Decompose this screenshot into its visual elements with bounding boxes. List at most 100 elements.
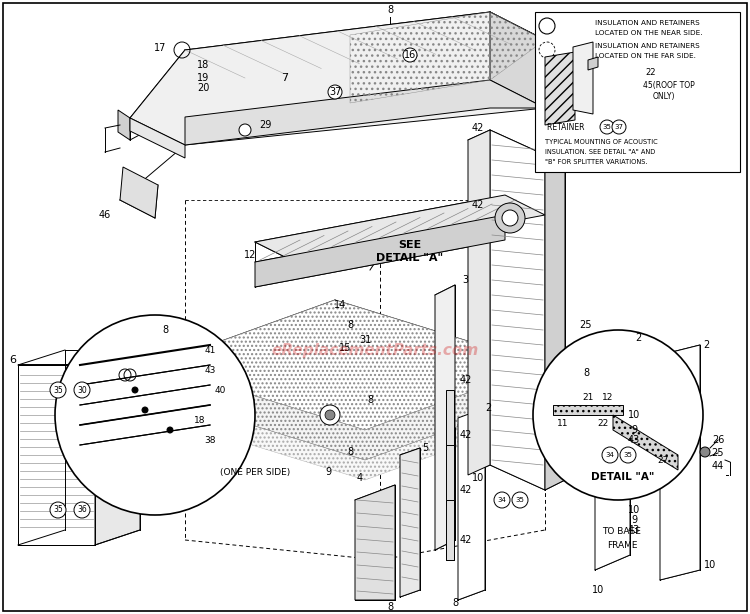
Circle shape bbox=[320, 405, 340, 425]
Text: 35: 35 bbox=[515, 497, 524, 503]
Text: 8: 8 bbox=[387, 5, 393, 15]
Circle shape bbox=[539, 18, 555, 34]
Polygon shape bbox=[490, 12, 545, 108]
Polygon shape bbox=[545, 52, 575, 125]
Circle shape bbox=[512, 492, 528, 508]
Polygon shape bbox=[400, 448, 420, 597]
Circle shape bbox=[50, 502, 66, 518]
Polygon shape bbox=[588, 57, 598, 70]
Circle shape bbox=[74, 382, 90, 398]
Text: FRAME: FRAME bbox=[607, 540, 638, 550]
FancyBboxPatch shape bbox=[535, 12, 740, 172]
Text: (ONE PER SIDE): (ONE PER SIDE) bbox=[220, 467, 290, 476]
Text: 12: 12 bbox=[244, 250, 256, 260]
Text: 43: 43 bbox=[628, 525, 640, 535]
Circle shape bbox=[600, 120, 614, 134]
Circle shape bbox=[50, 382, 66, 398]
Text: 34: 34 bbox=[497, 497, 506, 503]
Text: 27: 27 bbox=[657, 456, 669, 465]
Polygon shape bbox=[120, 167, 158, 218]
Text: 19: 19 bbox=[196, 73, 209, 83]
Text: INSULATION. SEE DETAIL "A" AND: INSULATION. SEE DETAIL "A" AND bbox=[545, 149, 656, 155]
Text: 22: 22 bbox=[645, 68, 656, 77]
Text: 4: 4 bbox=[357, 473, 363, 483]
Text: 9: 9 bbox=[325, 467, 331, 477]
Text: 37: 37 bbox=[328, 87, 341, 97]
Circle shape bbox=[239, 124, 251, 136]
Text: 8: 8 bbox=[583, 368, 589, 378]
Circle shape bbox=[142, 407, 148, 413]
Text: 8: 8 bbox=[162, 325, 168, 335]
Text: 43: 43 bbox=[204, 365, 216, 375]
Text: 12: 12 bbox=[602, 392, 613, 402]
Text: INSULATION AND RETAINERS: INSULATION AND RETAINERS bbox=[595, 20, 700, 26]
Text: 8: 8 bbox=[387, 602, 393, 612]
Text: 44: 44 bbox=[712, 461, 724, 471]
Text: 8: 8 bbox=[452, 598, 458, 608]
Text: 21: 21 bbox=[582, 392, 594, 402]
Text: SEE: SEE bbox=[398, 240, 422, 250]
Polygon shape bbox=[155, 395, 545, 480]
Text: 8: 8 bbox=[367, 395, 373, 405]
Text: 16: 16 bbox=[404, 50, 416, 60]
Text: 42: 42 bbox=[460, 485, 472, 495]
Text: 43: 43 bbox=[628, 435, 640, 445]
Text: 7: 7 bbox=[281, 73, 289, 83]
Polygon shape bbox=[468, 130, 490, 475]
Text: 2: 2 bbox=[485, 403, 491, 413]
Text: 8: 8 bbox=[347, 320, 353, 330]
Text: 9: 9 bbox=[631, 515, 637, 525]
Circle shape bbox=[55, 315, 255, 515]
Text: 5: 5 bbox=[422, 443, 428, 453]
Text: eReplacementParts.com: eReplacementParts.com bbox=[272, 343, 478, 357]
Text: 42: 42 bbox=[460, 430, 472, 440]
Text: 18: 18 bbox=[196, 60, 209, 70]
Text: 15: 15 bbox=[339, 343, 351, 353]
Text: 10: 10 bbox=[592, 585, 604, 595]
Text: 22: 22 bbox=[597, 419, 609, 427]
Polygon shape bbox=[490, 130, 545, 490]
Circle shape bbox=[700, 447, 710, 457]
Circle shape bbox=[328, 85, 342, 99]
Text: 30: 30 bbox=[77, 386, 87, 395]
Circle shape bbox=[167, 427, 173, 433]
Text: 14: 14 bbox=[334, 300, 346, 310]
Polygon shape bbox=[255, 195, 545, 262]
Text: 46: 46 bbox=[99, 210, 111, 220]
Circle shape bbox=[620, 447, 636, 463]
Text: 42: 42 bbox=[472, 123, 484, 133]
Text: 41: 41 bbox=[204, 346, 216, 354]
Text: 1: 1 bbox=[569, 138, 575, 148]
Text: 2: 2 bbox=[634, 333, 641, 343]
Text: 10: 10 bbox=[628, 410, 640, 420]
Circle shape bbox=[325, 410, 335, 420]
Text: 11: 11 bbox=[557, 419, 568, 427]
Polygon shape bbox=[435, 285, 455, 550]
Text: 10: 10 bbox=[704, 560, 716, 570]
Text: 35: 35 bbox=[53, 386, 63, 395]
Text: 17: 17 bbox=[154, 43, 166, 53]
Text: LOCATED ON THE FAR SIDE.: LOCATED ON THE FAR SIDE. bbox=[595, 53, 696, 59]
Circle shape bbox=[533, 330, 703, 500]
Polygon shape bbox=[446, 445, 454, 505]
Text: 3: 3 bbox=[462, 275, 468, 285]
Text: 10: 10 bbox=[628, 505, 640, 515]
Polygon shape bbox=[553, 405, 623, 415]
Text: 38: 38 bbox=[204, 435, 216, 445]
Text: 31: 31 bbox=[359, 335, 371, 345]
Text: 2: 2 bbox=[703, 340, 709, 350]
Text: INSULATION AND RETAINERS: INSULATION AND RETAINERS bbox=[595, 43, 700, 49]
Polygon shape bbox=[660, 345, 700, 580]
Polygon shape bbox=[130, 12, 545, 145]
Text: 9: 9 bbox=[631, 425, 637, 435]
Polygon shape bbox=[18, 365, 95, 545]
Polygon shape bbox=[458, 408, 485, 600]
Circle shape bbox=[494, 492, 510, 508]
Text: 20: 20 bbox=[196, 83, 209, 93]
Polygon shape bbox=[255, 215, 505, 287]
Text: 42: 42 bbox=[460, 535, 472, 545]
Polygon shape bbox=[595, 340, 630, 570]
Text: ONLY): ONLY) bbox=[653, 91, 676, 101]
Circle shape bbox=[495, 203, 525, 233]
Text: 26: 26 bbox=[712, 435, 724, 445]
